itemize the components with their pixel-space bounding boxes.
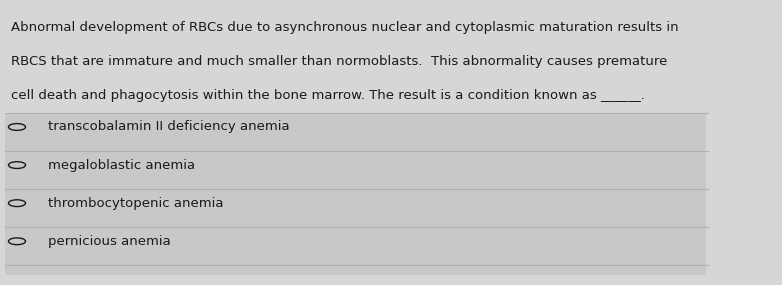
- Text: RBCS that are immature and much smaller than normoblasts.  This abnormality caus: RBCS that are immature and much smaller …: [11, 55, 667, 68]
- Text: cell death and phagocytosis within the bone marrow. The result is a condition kn: cell death and phagocytosis within the b…: [11, 89, 644, 102]
- FancyBboxPatch shape: [5, 113, 706, 275]
- Text: Abnormal development of RBCs due to asynchronous nuclear and cytoplasmic maturat: Abnormal development of RBCs due to asyn…: [11, 21, 678, 34]
- Text: megaloblastic anemia: megaloblastic anemia: [48, 158, 195, 172]
- Text: thrombocytopenic anemia: thrombocytopenic anemia: [48, 197, 223, 210]
- Text: transcobalamin II deficiency anemia: transcobalamin II deficiency anemia: [48, 121, 289, 133]
- Text: pernicious anemia: pernicious anemia: [48, 235, 170, 248]
